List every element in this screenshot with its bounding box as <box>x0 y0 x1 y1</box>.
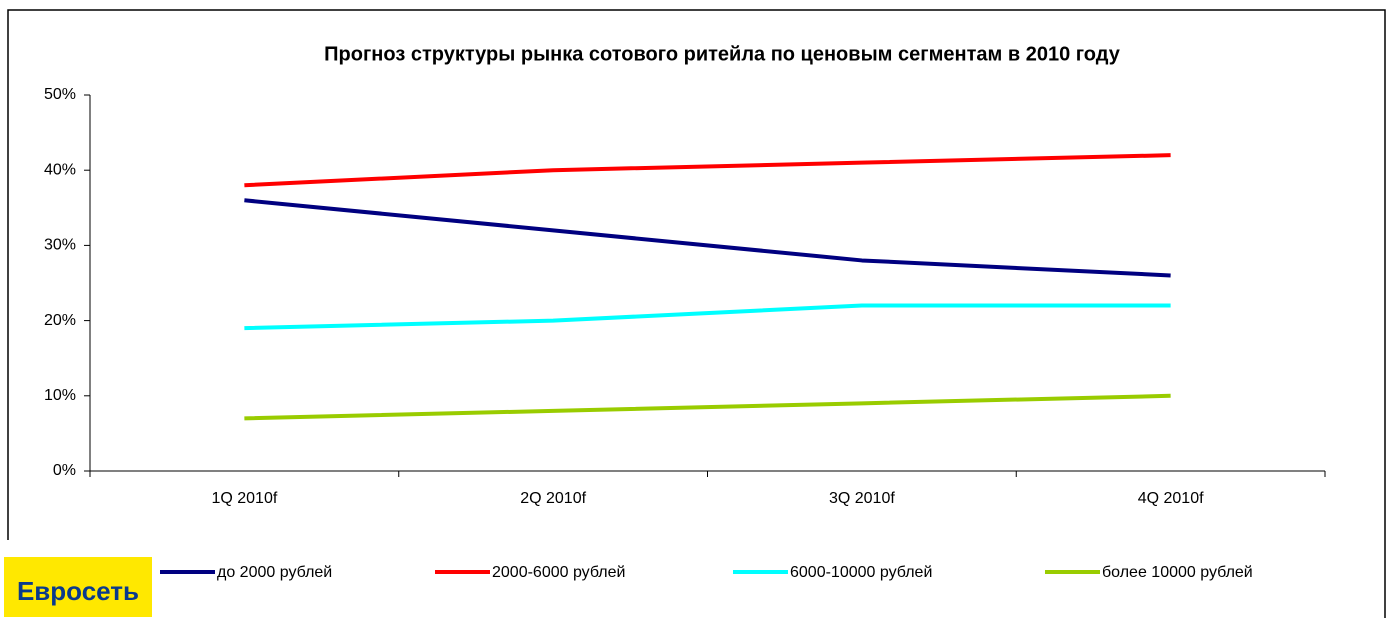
logo-box <box>4 557 152 617</box>
x-tick-label: 1Q 2010f <box>211 490 277 507</box>
chart-title: Прогноз структуры рынка сотового ритейла… <box>324 43 1121 65</box>
y-tick-label: 40% <box>44 161 76 178</box>
legend-label: 6000-10000 рублей <box>790 564 932 581</box>
series-line <box>244 303 1171 331</box>
y-tick-label: 0% <box>53 462 76 479</box>
x-tick-label: 2Q 2010f <box>520 490 586 507</box>
logo: Евросеть <box>4 557 152 617</box>
y-tick-label: 30% <box>44 237 76 254</box>
x-tick-label: 4Q 2010f <box>1138 490 1204 507</box>
legend-label: более 10000 рублей <box>1102 564 1253 581</box>
x-tick-label: 3Q 2010f <box>829 490 895 507</box>
y-tick-label: 50% <box>44 86 76 103</box>
y-tick-label: 20% <box>44 312 76 329</box>
series-line <box>244 393 1171 421</box>
series-line <box>244 153 1171 188</box>
series-line <box>244 198 1171 278</box>
y-tick-label: 10% <box>44 387 76 404</box>
legend-label: 2000-6000 рублей <box>492 564 625 581</box>
legend-label: до 2000 рублей <box>217 564 332 581</box>
chart-frame <box>7 9 1386 618</box>
logo-text: Евросеть <box>17 576 139 606</box>
